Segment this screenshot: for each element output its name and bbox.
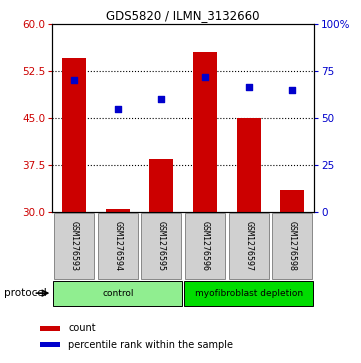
Text: GSM1276596: GSM1276596 <box>200 221 209 271</box>
Text: percentile rank within the sample: percentile rank within the sample <box>69 340 234 350</box>
Bar <box>40 342 60 347</box>
FancyBboxPatch shape <box>53 281 182 306</box>
FancyBboxPatch shape <box>142 213 182 279</box>
Point <box>246 83 252 89</box>
FancyBboxPatch shape <box>54 213 94 279</box>
Title: GDS5820 / ILMN_3132660: GDS5820 / ILMN_3132660 <box>106 9 260 23</box>
FancyBboxPatch shape <box>272 213 312 279</box>
Text: protocol: protocol <box>4 288 46 298</box>
Bar <box>62 58 86 212</box>
Text: GSM1276598: GSM1276598 <box>288 221 297 271</box>
Point <box>115 106 121 111</box>
FancyBboxPatch shape <box>229 213 269 279</box>
Text: GSM1276597: GSM1276597 <box>244 221 253 271</box>
Point <box>158 96 164 102</box>
Point <box>290 87 295 93</box>
Text: GSM1276593: GSM1276593 <box>70 221 79 271</box>
Bar <box>237 118 261 212</box>
Bar <box>106 209 130 212</box>
Bar <box>280 190 304 212</box>
Text: GSM1276594: GSM1276594 <box>113 221 122 271</box>
Point <box>71 77 77 83</box>
Bar <box>149 159 173 212</box>
FancyBboxPatch shape <box>185 213 225 279</box>
FancyBboxPatch shape <box>184 281 313 306</box>
Text: count: count <box>69 323 96 333</box>
Text: GSM1276595: GSM1276595 <box>157 221 166 271</box>
Text: myofibroblast depletion: myofibroblast depletion <box>195 289 303 298</box>
Point <box>202 74 208 80</box>
Text: control: control <box>102 289 134 298</box>
Bar <box>40 326 60 331</box>
FancyBboxPatch shape <box>98 213 138 279</box>
Bar <box>193 52 217 212</box>
